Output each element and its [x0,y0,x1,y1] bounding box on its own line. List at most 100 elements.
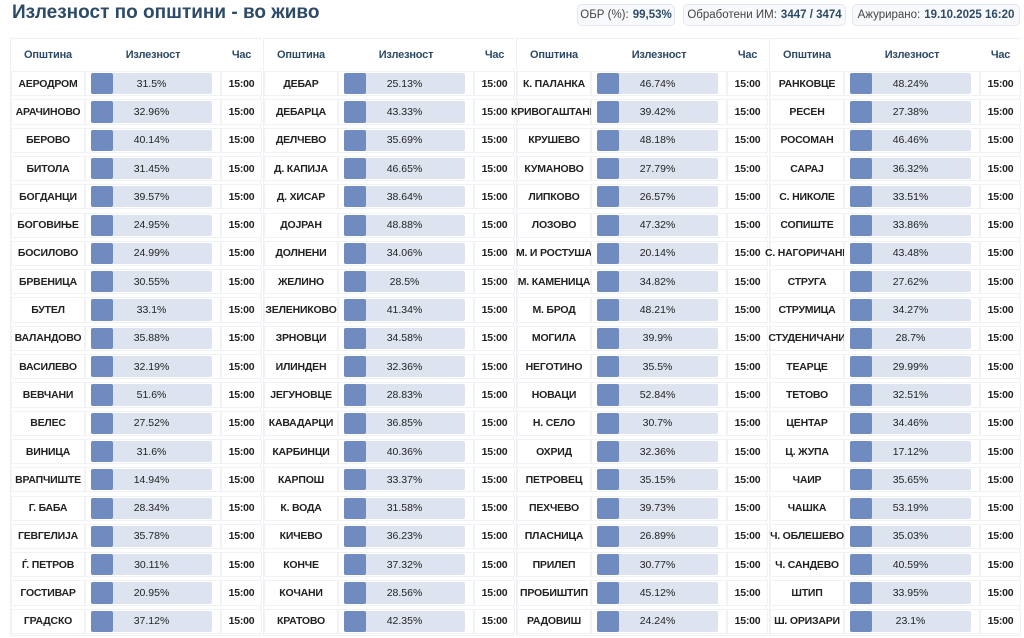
bar-swatch [597,469,619,491]
turnout-value: 23.1% [895,615,926,628]
time: 15:00 [474,410,515,436]
municipality: СТРУГА [770,269,844,295]
table-row: БРВЕНИЦА 30.55% 15:00 [11,267,262,295]
turnout-bar: 34.06% [344,242,465,265]
turnout-table: Општина Излезност Час АЕРОДРОМ 31.5% 15:00 АРА… [10,38,262,636]
time: 15:00 [980,184,1021,210]
turnout-value: 20.95% [133,587,170,600]
turnout-bar: 32.36% [344,356,465,378]
bar-swatch [850,214,872,236]
municipality: БОСИЛОВО [11,240,85,267]
municipality: КАРБИНЦИ [264,438,338,465]
time: 15:00 [474,184,515,210]
turnout-bar: 35.69% [344,129,465,151]
bar-swatch [597,356,619,378]
table-row: С. НАГОРИЧАНЕ 43.48% 15:00 [765,239,1021,267]
table-row: ЧАШКА 53.19% 15:00 [770,494,1021,522]
turnout-bar: 40.14% [91,129,212,151]
turnout-bar: 25.13% [344,73,465,95]
turnout-value: 27.38% [892,105,929,118]
table-row: СТРУМИЦА 34.27% 15:00 [770,295,1021,323]
municipality: Ч. ОБЛЕШЕВО [770,523,844,550]
table-row: КАВАДАРЦИ 36.85% 15:00 [264,409,515,437]
column-header: Излезност [338,41,474,68]
table-row: ПЛАСНИЦА 26.89% 15:00 [517,522,768,550]
table-row: АРАЧИНОВО 32.96% 15:00 [11,97,262,125]
bar-swatch [850,299,872,321]
table-row: ВАСИЛЕВО 32.19% 15:00 [11,352,262,380]
turnout-bar: 47.32% [597,214,718,236]
time: 15:00 [474,155,515,182]
municipality: РАДОВИШ [517,608,591,634]
table-row: РОСОМАН 46.46% 15:00 [770,126,1021,154]
bar-swatch [850,129,872,151]
table-row: КОЧАНИ 28.56% 15:00 [264,578,515,606]
turnout-value: 32.19% [133,360,170,373]
time: 15:00 [980,552,1021,578]
time: 15:00 [980,580,1021,606]
turnout-bar: 27.79% [597,157,718,180]
table-row: КУМАНОВО 27.79% 15:00 [517,154,768,182]
municipality: НЕГОТИНО [517,354,591,380]
time: 15:00 [474,382,515,408]
bar-swatch [344,469,366,491]
time: 15:00 [474,71,515,97]
table-row: ВЕЛЕС 27.52% 15:00 [11,409,262,437]
bar-swatch [344,271,366,293]
bar-swatch [91,73,113,95]
turnout-bar: 48.24% [850,73,971,95]
table-row: С. НИКОЛЕ 33.51% 15:00 [770,182,1021,210]
turnout-bar: 53.19% [850,497,971,519]
municipality: М. БРОД [517,297,591,323]
time: 15:00 [727,269,768,295]
municipality: ОХРИД [517,438,591,465]
table-header: Општина Излезност Час [264,39,515,69]
time: 15:00 [221,410,262,436]
municipality: ГЕВГЕЛИЈА [11,523,85,550]
turnout-bar: 24.24% [597,610,718,632]
turnout-value: 33.86% [892,219,929,232]
turnout-value: 29.99% [892,360,929,373]
time: 15:00 [980,325,1021,351]
bar-swatch [597,242,619,265]
table-row: КРИВОГАШТАНИ 39.42% 15:00 [511,97,768,125]
bar-swatch [597,525,619,548]
turnout-value: 47.32% [639,219,676,232]
municipality: Д. ХИСАР [264,184,338,210]
table-row: САРАЈ 36.32% 15:00 [770,154,1021,182]
municipality: ЖЕЛИНО [264,269,338,295]
table-row: М. И РОСТУША 20.14% 15:00 [516,239,768,267]
bar-swatch [850,412,872,434]
turnout-bar: 38.64% [344,186,465,208]
time: 15:00 [474,608,515,634]
bar-swatch [850,271,872,293]
municipality: НОВАЦИ [517,382,591,408]
table-row: ВАЛАНДОВО 35.88% 15:00 [11,324,262,352]
time: 15:00 [221,382,262,408]
turnout-value: 31.45% [133,162,170,175]
turnout-value: 32.51% [892,388,929,401]
table-row: М. КАМЕНИЦА 34.82% 15:00 [517,267,768,295]
bar-swatch [850,327,872,349]
time: 15:00 [221,552,262,578]
municipality: ШТИП [770,580,844,606]
bar-swatch [597,497,619,519]
bar-swatch [344,299,366,321]
table-row: НЕГОТИНО 35.5% 15:00 [517,352,768,380]
turnout-value: 35.65% [892,473,929,486]
bar-swatch [850,554,872,576]
time: 15:00 [727,410,768,436]
time: 15:00 [980,495,1021,521]
turnout-bar: 39.9% [597,327,718,349]
turnout-value: 33.37% [386,473,423,486]
time: 15:00 [727,240,768,267]
table-row: КИЧЕВО 36.23% 15:00 [264,522,515,550]
turnout-value: 40.14% [133,134,170,147]
municipality: ПЕХЧЕВО [517,495,591,521]
bar-swatch [91,327,113,349]
bar-swatch [344,327,366,349]
turnout-value: 39.73% [639,502,676,515]
municipality: ВАЛАНДОВО [11,325,85,351]
time: 15:00 [980,99,1021,125]
